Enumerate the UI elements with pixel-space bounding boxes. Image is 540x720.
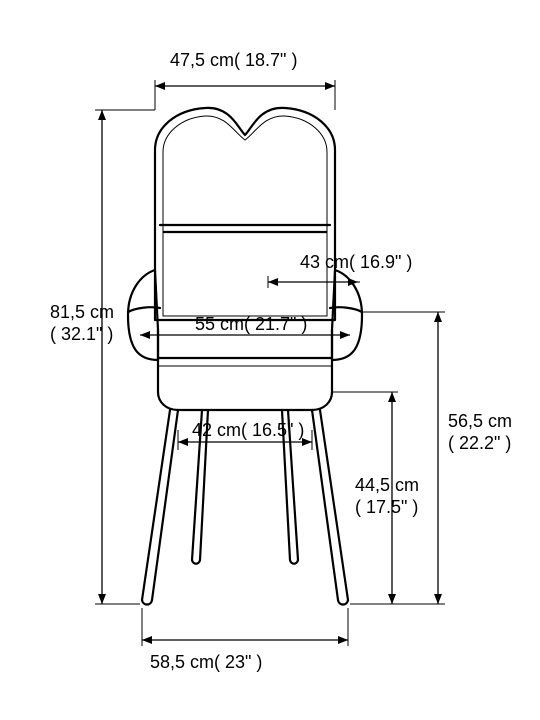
dim-arm-height-in: ( 22.2" ) <box>448 433 511 453</box>
dim-back-top-width: 47,5 cm( 18.7" ) <box>170 50 297 70</box>
dim-arm-span: 55 cm( 21.7" ) <box>195 314 307 334</box>
dim-seat-height-in: ( 17.5" ) <box>355 497 418 517</box>
dim-seat-height-cm: 44,5 cm <box>355 475 419 495</box>
dim-base-depth: 58,5 cm( 23" ) <box>150 652 262 672</box>
dim-overall-height-cm: 81,5 cm <box>50 302 114 322</box>
dim-seat-depth: 43 cm( 16.9" ) <box>300 252 412 272</box>
dim-overall-height-in: ( 32.1" ) <box>50 324 113 344</box>
dim-arm-height-cm: 56,5 cm <box>448 411 512 431</box>
dim-seat-width: 42 cm( 16.5" ) <box>192 420 304 440</box>
